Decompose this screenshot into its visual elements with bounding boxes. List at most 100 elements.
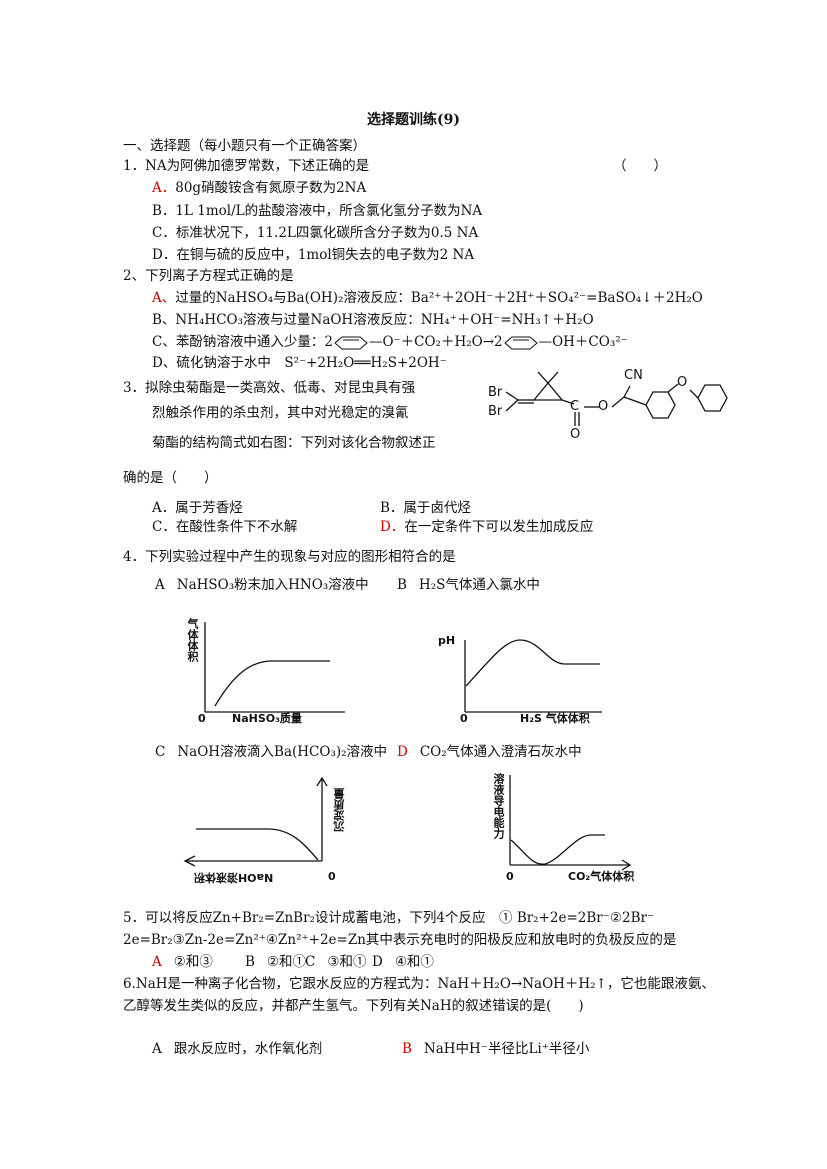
atom-label: O xyxy=(570,427,581,442)
graph-d xyxy=(509,775,632,871)
answer-blank: （ ） xyxy=(613,158,667,174)
option-text: 苯酚钠溶液中通入少量：2 xyxy=(175,334,333,350)
option-text: 属于芳香烃 xyxy=(175,500,243,516)
option: B、NH₄HCO₃溶液与过量NaOH溶液反应：NH₄⁺＋OH⁻=NH₃↑＋H₂O xyxy=(152,311,594,329)
origin-label: 0 xyxy=(328,870,336,883)
option: B H₂S气体通入氯水中 xyxy=(397,576,540,594)
question-stem: 4．下列实验过程中产生的现象与对应的图形相符合的是 xyxy=(123,549,456,565)
section-heading: 一、选择题（每小题只有一个正确答案） xyxy=(123,138,366,154)
question-stem: 3．拟除虫菊酯是一类高效、低毒、对昆虫具有强 xyxy=(123,380,416,396)
option-label: D xyxy=(397,744,408,760)
atom-label: CN xyxy=(624,368,643,383)
option-label: D． xyxy=(380,519,405,535)
atom-label: Br xyxy=(488,385,503,400)
option-label: A． xyxy=(152,180,176,196)
option-label: C． xyxy=(152,225,176,241)
y-axis-label: 溶液导电能力 xyxy=(492,773,505,839)
option-label: B xyxy=(245,954,255,970)
option-label: A． xyxy=(152,500,176,516)
atom-label: C xyxy=(570,399,580,414)
option-label: B． xyxy=(380,500,404,516)
option: C NaOH溶液滴入Ba(HCO₃)₂溶液中 xyxy=(155,743,387,761)
option: C．在酸性条件下不水解 xyxy=(152,518,297,536)
question-stem: 2、下列离子方程式正确的是 xyxy=(123,268,294,284)
option-label: D． xyxy=(152,247,177,263)
option-text: NaHSO₃粉末加入HNO₃溶液中 xyxy=(176,577,369,593)
option: A．80g硝酸铵含有氮原子数为2NA xyxy=(152,179,366,197)
option-text: ②和① xyxy=(266,954,307,970)
option-text: ④和① xyxy=(394,954,434,970)
option-text: 在铜与硫的反应中，1mol铜失去的电子数为2 NA xyxy=(176,247,475,263)
question-stem: 乙醇等发生类似的反应，并都产生氢气。下列有关NaH的叙述错误的是( ) xyxy=(123,998,584,1014)
y-axis-label: pH xyxy=(438,634,456,647)
option-text: 属于卤代烃 xyxy=(403,500,471,516)
atom-label: O xyxy=(677,375,688,390)
option: B ②和① xyxy=(245,953,306,971)
option: D．在铜与硫的反应中，1mol铜失去的电子数为2 NA xyxy=(152,246,474,264)
option: A 跟水反应时，水作氧化剂 xyxy=(152,1040,322,1058)
option: B NaH中H⁻半径比Li⁺半径小 xyxy=(402,1040,589,1058)
title: 选择题训练(9) xyxy=(367,112,460,128)
option-label: B． xyxy=(152,203,176,219)
option: C ③和① xyxy=(305,953,366,971)
option-label: A xyxy=(155,577,165,593)
question-stem: 1．NA为阿佛加德罗常数，下述正确的是 xyxy=(123,158,370,174)
option-text: 跟水反应时，水作氧化剂 xyxy=(173,1041,323,1057)
option-text: 在酸性条件下不水解 xyxy=(175,519,298,535)
option: D ④和① xyxy=(372,953,434,971)
option: B．1L 1mol/L的盐酸溶液中，所含氯化氢分子数为NA xyxy=(152,202,482,220)
y-axis-label: 气体体积 xyxy=(186,618,199,662)
option: A．属于芳香烃 xyxy=(152,499,243,517)
option-label: B xyxy=(402,1041,412,1057)
option-text: ②和③ xyxy=(173,954,213,970)
question-stem: 5．可以将反应Zn+Br₂=ZnBr₂设计成蓄电池，下列4个反应 ① Br₂+2… xyxy=(123,910,655,926)
option-text: CO₂气体通入澄清石灰水中 xyxy=(419,744,582,760)
option-text: NaH中H⁻半径比Li⁺半径小 xyxy=(423,1041,590,1057)
origin-label: 0 xyxy=(460,712,468,725)
option-label: A xyxy=(152,954,162,970)
molecule-bonds xyxy=(505,371,728,426)
question-stem: 烈触杀作用的杀虫剂，其中对光稳定的溴氰 xyxy=(152,405,409,421)
x-axis-label: NaOH溶液体积 xyxy=(194,871,274,884)
option-label: C xyxy=(305,954,316,970)
benzene-ring xyxy=(503,336,538,349)
option-text: 1L 1mol/L的盐酸溶液中，所含氯化氢分子数为NA xyxy=(175,203,483,219)
origin-label: 0 xyxy=(506,870,514,883)
x-axis-label: H₂S 气体体积 xyxy=(520,712,590,725)
x-axis-label: CO₂气体体积 xyxy=(568,870,635,883)
option-text: H₂S气体通入氯水中 xyxy=(418,577,540,593)
option-text: 过量的NaHSO₄与Ba(OH)₂溶液反应：Ba²⁺＋2OH⁻＋2H⁺＋SO₄²… xyxy=(175,290,703,306)
option-label: B、 xyxy=(152,312,176,328)
option-text: 标准状况下，11.2L四氯化碳所含分子数为0.5 NA xyxy=(175,225,479,241)
option: C、苯酚钠溶液中通入少量：2 —O⁻＋CO₂＋H₂O→2 —OH＋CO₃²⁻ xyxy=(152,333,628,351)
origin-label: 0 xyxy=(198,712,206,725)
question-stem: 确的是（ ） xyxy=(123,470,218,486)
y-axis-label: 沉淀质量 xyxy=(333,788,346,832)
atom-label: Br xyxy=(488,404,503,419)
option-text: ③和① xyxy=(327,954,367,970)
graph-b xyxy=(464,639,602,713)
option-text: NaOH溶液滴入Ba(HCO₃)₂溶液中 xyxy=(177,744,388,760)
option-text: NH₄HCO₃溶液与过量NaOH溶液反应：NH₄⁺＋OH⁻=NH₃↑＋H₂O xyxy=(175,312,594,328)
option: C．标准状况下，11.2L四氯化碳所含分子数为0.5 NA xyxy=(152,224,478,242)
option: D CO₂气体通入澄清石灰水中 xyxy=(397,743,582,761)
option: A NaHSO₃粉末加入HNO₃溶液中 xyxy=(155,576,369,594)
option-label: A xyxy=(152,1041,162,1057)
option-text: 80g硝酸铵含有氮原子数为2NA xyxy=(175,180,367,196)
option: D．在一定条件下可以发生加成反应 xyxy=(380,518,593,536)
option-label: C、 xyxy=(152,334,176,350)
option-label: D、 xyxy=(152,355,177,371)
x-axis-label: NaHSO₃质量 xyxy=(232,712,302,725)
option-text: 硫化钠溶于水中 S²⁻+2H₂O══H₂S+2OH⁻ xyxy=(176,355,447,371)
option: D、硫化钠溶于水中 S²⁻+2H₂O══H₂S+2OH⁻ xyxy=(152,354,447,372)
benzene-ring xyxy=(334,336,368,349)
option-text: 在一定条件下可以发生加成反应 xyxy=(404,519,594,535)
option: B．属于卤代烃 xyxy=(380,499,471,517)
option: A ②和③ xyxy=(152,953,213,971)
option-label: B xyxy=(397,577,407,593)
option-label: C． xyxy=(152,519,176,535)
option-label: D xyxy=(372,954,383,970)
option-text: —OH＋CO₃²⁻ xyxy=(538,334,628,350)
